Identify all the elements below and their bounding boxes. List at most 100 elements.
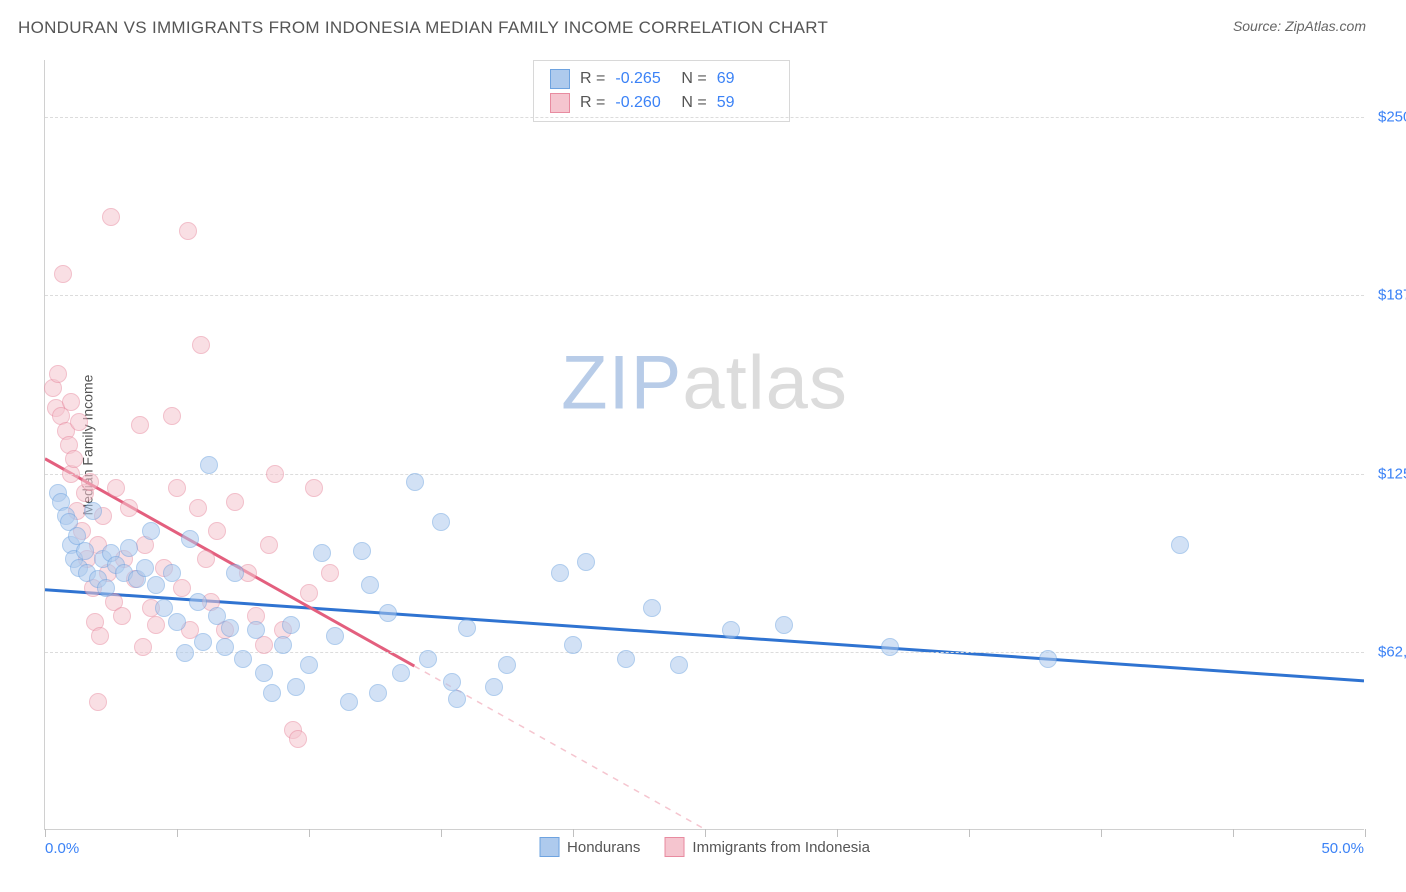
scatter-point-pink — [300, 584, 318, 602]
scatter-point-pink — [266, 465, 284, 483]
scatter-point-blue — [448, 690, 466, 708]
legend-label-pink: Immigrants from Indonesia — [692, 839, 870, 856]
scatter-point-blue — [361, 576, 379, 594]
scatter-point-blue — [287, 678, 305, 696]
swatch-pink — [550, 93, 570, 113]
legend-item-pink: Immigrants from Indonesia — [664, 837, 870, 857]
scatter-point-pink — [49, 365, 67, 383]
gridline — [45, 117, 1364, 118]
scatter-point-blue — [189, 593, 207, 611]
scatter-point-blue — [1171, 536, 1189, 554]
scatter-point-blue — [76, 542, 94, 560]
scatter-point-pink — [102, 208, 120, 226]
scatter-point-blue — [155, 599, 173, 617]
r-value-blue: -0.265 — [615, 70, 671, 88]
scatter-point-blue — [353, 542, 371, 560]
scatter-point-blue — [163, 564, 181, 582]
y-tick-label: $187,500 — [1366, 287, 1406, 304]
scatter-point-pink — [189, 499, 207, 517]
scatter-point-blue — [97, 579, 115, 597]
scatter-point-pink — [91, 627, 109, 645]
scatter-point-blue — [136, 559, 154, 577]
scatter-point-pink — [163, 407, 181, 425]
gridline — [45, 474, 1364, 475]
scatter-point-blue — [200, 456, 218, 474]
scatter-point-blue — [485, 678, 503, 696]
scatter-point-blue — [498, 656, 516, 674]
chart-area: Median Family Income ZIPatlas R = -0.265… — [44, 60, 1364, 830]
scatter-point-blue — [300, 656, 318, 674]
scatter-point-blue — [176, 644, 194, 662]
scatter-point-pink — [120, 499, 138, 517]
y-tick-label: $250,000 — [1366, 109, 1406, 126]
scatter-point-blue — [181, 530, 199, 548]
scatter-point-blue — [255, 664, 273, 682]
scatter-point-blue — [84, 502, 102, 520]
r-label: R = — [580, 70, 605, 88]
legend-item-blue: Hondurans — [539, 837, 640, 857]
watermark-zip: ZIP — [561, 340, 682, 425]
scatter-point-pink — [107, 479, 125, 497]
scatter-point-blue — [263, 684, 281, 702]
scatter-point-pink — [113, 607, 131, 625]
x-axis-min-label: 0.0% — [45, 840, 79, 857]
scatter-point-blue — [221, 619, 239, 637]
scatter-point-pink — [260, 536, 278, 554]
x-tick — [1365, 829, 1366, 837]
plot-region: Median Family Income ZIPatlas R = -0.265… — [44, 60, 1364, 830]
scatter-point-pink — [81, 473, 99, 491]
x-tick — [837, 829, 838, 837]
scatter-point-blue — [406, 473, 424, 491]
x-tick — [309, 829, 310, 837]
scatter-point-blue — [194, 633, 212, 651]
scatter-point-blue — [443, 673, 461, 691]
trendlines-svg — [45, 60, 1364, 829]
scatter-point-blue — [282, 616, 300, 634]
scatter-point-blue — [1039, 650, 1057, 668]
scatter-point-pink — [134, 638, 152, 656]
scatter-point-pink — [70, 413, 88, 431]
scatter-point-pink — [197, 550, 215, 568]
r-label: R = — [580, 94, 605, 112]
x-tick — [969, 829, 970, 837]
scatter-point-pink — [321, 564, 339, 582]
scatter-point-blue — [775, 616, 793, 634]
scatter-point-pink — [62, 393, 80, 411]
source-attribution: Source: ZipAtlas.com — [1233, 18, 1366, 38]
scatter-point-blue — [577, 553, 595, 571]
scatter-point-blue — [670, 656, 688, 674]
y-tick-label: $62,500 — [1366, 643, 1406, 660]
x-tick — [1101, 829, 1102, 837]
stats-row-pink: R = -0.260 N = 59 — [550, 91, 773, 115]
n-label: N = — [681, 70, 706, 88]
stats-row-blue: R = -0.265 N = 69 — [550, 67, 773, 91]
scatter-point-blue — [379, 604, 397, 622]
scatter-point-blue — [551, 564, 569, 582]
x-tick — [45, 829, 46, 837]
n-value-blue: 69 — [717, 70, 773, 88]
watermark: ZIPatlas — [561, 339, 848, 426]
scatter-point-blue — [564, 636, 582, 654]
legend-swatch-blue — [539, 837, 559, 857]
x-tick — [1233, 829, 1234, 837]
scatter-point-blue — [147, 576, 165, 594]
scatter-point-blue — [458, 619, 476, 637]
n-value-pink: 59 — [717, 94, 773, 112]
stats-legend-box: R = -0.265 N = 69 R = -0.260 N = 59 — [533, 60, 790, 122]
scatter-point-pink — [65, 450, 83, 468]
series-legend: Hondurans Immigrants from Indonesia — [539, 837, 870, 857]
gridline — [45, 295, 1364, 296]
scatter-point-pink — [131, 416, 149, 434]
scatter-point-blue — [643, 599, 661, 617]
scatter-point-blue — [617, 650, 635, 668]
legend-label-blue: Hondurans — [567, 839, 640, 856]
scatter-point-pink — [226, 493, 244, 511]
scatter-point-blue — [226, 564, 244, 582]
chart-title: HONDURAN VS IMMIGRANTS FROM INDONESIA ME… — [18, 18, 828, 38]
swatch-blue — [550, 69, 570, 89]
scatter-point-blue — [274, 636, 292, 654]
scatter-point-blue — [722, 621, 740, 639]
scatter-point-pink — [89, 693, 107, 711]
scatter-point-pink — [179, 222, 197, 240]
x-tick — [177, 829, 178, 837]
